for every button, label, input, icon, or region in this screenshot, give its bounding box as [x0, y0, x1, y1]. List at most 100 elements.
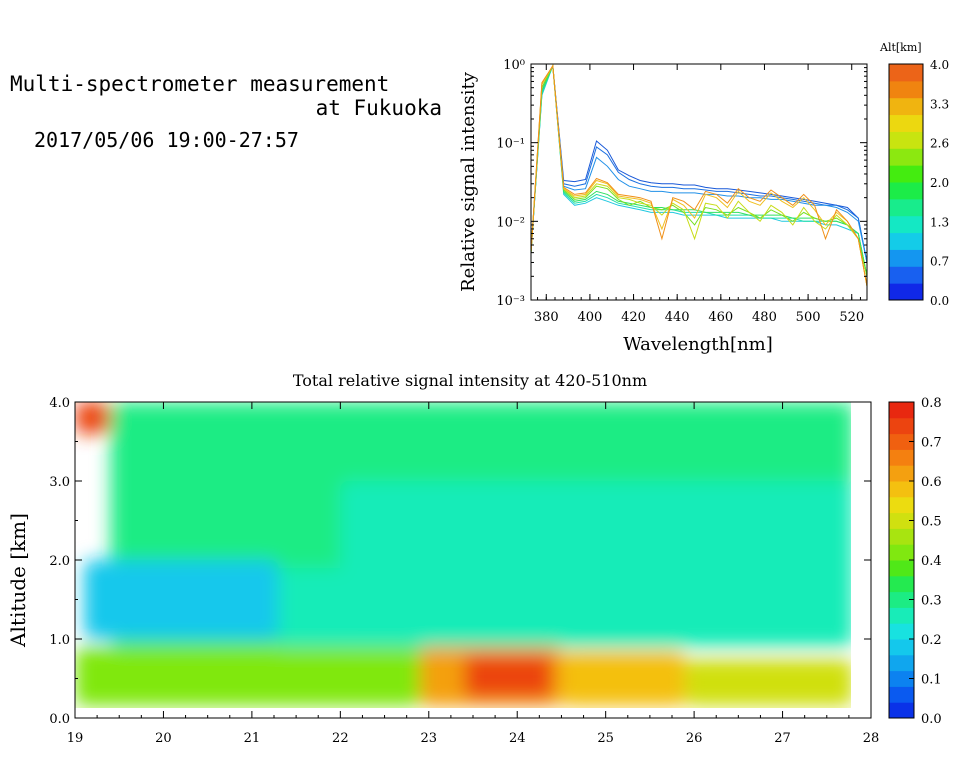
heatmap-region-5 — [464, 654, 553, 699]
spectrum-x-tick-label: 480 — [752, 310, 777, 325]
altitude-colorbar-tick-label: 3.3 — [930, 97, 949, 111]
altitude-colorbar-tick-label: 4.0 — [930, 58, 949, 72]
intensity-colorbar-swatch — [889, 670, 914, 687]
altitude-colorbar-tick-label: 0.0 — [930, 294, 949, 308]
heatmap-region-7 — [685, 658, 851, 707]
altitude-colorbar-swatch — [889, 131, 923, 149]
intensity-colorbar-swatch — [889, 496, 914, 514]
intensity-colorbar-swatch — [889, 639, 914, 656]
intensity-colorbar-tick-label: 0.1 — [921, 673, 942, 688]
intensity-colorbar: 0.0 0.1 0.2 0.3 0.4 0.5 0.6 0.7 0.8 — [888, 396, 942, 727]
intensity-colorbar-tick-label: 0.0 — [921, 712, 942, 727]
spectrum-x-axis-label: Wavelength[nm] — [623, 334, 773, 355]
intensity-colorbar-tick-label: 0.7 — [921, 436, 942, 451]
spectrum-x-tick-label: 460 — [708, 310, 733, 325]
altitude-colorbar-swatch — [889, 249, 923, 267]
spectrum-y-axis-label: Relative signal intensity — [458, 71, 479, 292]
spectrum-series-line-6 — [531, 64, 867, 277]
heatmap-x-tick-label: 20 — [155, 731, 172, 746]
altitude-colorbar-swatch — [889, 64, 923, 82]
heatmap-x-tick-label: 26 — [686, 731, 703, 746]
heatmap-region-8 — [340, 481, 851, 647]
altitude-colorbar-swatch — [889, 97, 923, 116]
altitude-colorbar-swatch — [889, 283, 923, 301]
heatmap-field — [75, 402, 851, 708]
spectrum-series-line-1 — [531, 65, 867, 263]
intensity-colorbar-tick-label: 0.2 — [921, 633, 942, 648]
spectrum-x-tick-label: 520 — [839, 310, 864, 325]
spectrum-series-line-4 — [531, 65, 867, 277]
spectrum-x-tick-label: 400 — [577, 310, 602, 325]
intensity-colorbar-swatch — [889, 402, 914, 419]
heatmap-chart: Total relative signal intensity at 420-5… — [6, 371, 942, 746]
spectrum-y-tick-label: 10⁰ — [503, 58, 525, 73]
intensity-colorbar-swatch — [889, 702, 914, 719]
figure-header: Multi-spectrometer measurement at Fukuok… — [10, 72, 442, 152]
spectrum-plot-frame — [530, 63, 868, 301]
heatmap-y-tick-label: 4.0 — [49, 396, 70, 411]
spectrum-series-line-5 — [531, 65, 867, 277]
intensity-colorbar-swatch — [889, 417, 914, 435]
title-line-1: Multi-spectrometer measurement — [10, 72, 390, 96]
altitude-colorbar-title: Alt[km] — [879, 41, 922, 54]
intensity-colorbar-swatch — [889, 481, 914, 498]
altitude-colorbar-swatch — [889, 215, 923, 234]
intensity-colorbar-tick-label: 0.4 — [921, 554, 942, 569]
intensity-colorbar-swatch — [889, 686, 914, 703]
spectrum-series-line-3 — [531, 65, 867, 277]
spectrum-x-tick-label: 500 — [796, 310, 821, 325]
measurement-date: 2017/05/06 19:00-27:57 — [34, 128, 299, 152]
altitude-colorbar-swatch — [889, 266, 923, 284]
spectrum-y-ticks: 10⁻³ 10⁻² 10⁻¹ 10⁰ — [496, 58, 867, 309]
altitude-colorbar-swatch — [889, 148, 923, 166]
heatmap-layers — [75, 402, 851, 707]
heatmap-x-tick-label: 28 — [863, 731, 880, 746]
spectrum-x-tick-label: 420 — [621, 310, 646, 325]
altitude-colorbar: 0.0 0.7 1.3 2.0 2.6 3.3 4.0 — [888, 58, 949, 308]
intensity-colorbar-tick-label: 0.5 — [921, 515, 942, 530]
spectrum-lines — [531, 64, 867, 287]
heatmap-x-tick-label: 22 — [332, 731, 349, 746]
heatmap-region-3 — [75, 646, 420, 707]
intensity-colorbar-swatch — [889, 449, 914, 466]
heatmap-y-axis-label: Altitude [km] — [6, 513, 30, 648]
intensity-colorbar-tick-label: 0.3 — [921, 594, 942, 609]
heatmap-region-6 — [561, 650, 686, 707]
spectrum-x-ticks: 380 400 420 440 460 480 500 520 — [534, 64, 864, 325]
altitude-colorbar-swatch — [889, 114, 923, 132]
intensity-colorbar-swatch — [889, 575, 914, 593]
spectrum-x-tick-label: 380 — [534, 310, 559, 325]
altitude-colorbar-swatch — [889, 232, 923, 250]
intensity-colorbar-swatch — [889, 560, 914, 577]
heatmap-x-tick-label: 25 — [597, 731, 614, 746]
heatmap-x-tick-label: 27 — [774, 731, 791, 746]
spectrum-series-line-8 — [531, 64, 867, 287]
heatmap-y-tick-label: 2.0 — [49, 554, 70, 569]
intensity-colorbar-swatch — [889, 433, 914, 450]
heatmap-y-tick-label: 0.0 — [49, 712, 70, 727]
spectrum-series-line-7 — [531, 64, 867, 287]
altitude-colorbar-tick-label: 0.7 — [930, 255, 949, 269]
heatmap-y-tick-label: 1.0 — [49, 633, 70, 648]
spectrum-y-tick-label: 10⁻³ — [496, 294, 525, 309]
heatmap-y-ticks: 0.0 1.0 2.0 3.0 4.0 — [49, 396, 871, 727]
spectrum-y-tick-label: 10⁻¹ — [496, 137, 525, 152]
spectrum-y-tick-label: 10⁻² — [496, 215, 525, 230]
intensity-colorbar-swatch — [889, 607, 914, 624]
heatmap-title: Total relative signal intensity at 420-5… — [293, 371, 647, 390]
intensity-colorbar-swatch — [889, 465, 914, 482]
spectrum-series-line-2 — [531, 65, 867, 263]
altitude-colorbar-swatch — [889, 165, 923, 183]
heatmap-region-1 — [83, 560, 279, 639]
heatmap-x-ticks: 19 20 21 22 23 24 25 26 27 28 — [67, 402, 880, 746]
spectrum-chart: 380 400 420 440 460 480 500 520 10⁻³ 10⁻² 10⁻¹ 10⁰… — [458, 41, 949, 355]
intensity-colorbar-swatch — [889, 654, 914, 672]
heatmap-x-tick-label: 23 — [421, 731, 438, 746]
heatmap-x-tick-label: 21 — [244, 731, 261, 746]
spectrum-series-line-9 — [531, 64, 867, 287]
spectrum-x-tick-label: 440 — [665, 310, 690, 325]
altitude-colorbar-tick-label: 1.3 — [930, 215, 949, 229]
altitude-colorbar-swatch — [889, 198, 923, 217]
intensity-colorbar-swatch — [889, 528, 914, 545]
